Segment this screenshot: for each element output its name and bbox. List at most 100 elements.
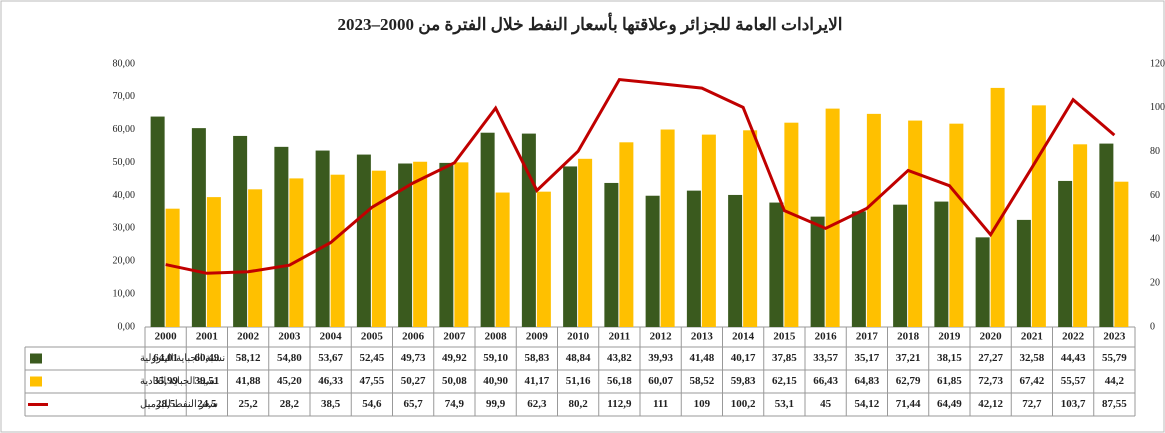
- legend-label: سعر النفط للبرميل: [140, 399, 218, 410]
- bar: [248, 189, 263, 327]
- data-label: 111: [653, 398, 668, 410]
- data-label: 27,27: [978, 352, 1003, 364]
- bar: [1058, 180, 1073, 327]
- x-tick-label: 2003: [278, 331, 301, 343]
- data-label: 37,85: [772, 352, 797, 364]
- bar: [1031, 105, 1046, 327]
- bar: [413, 161, 428, 327]
- data-label: 37,21: [896, 352, 921, 364]
- data-label: 64,01: [153, 352, 178, 364]
- data-label: 59,83: [731, 375, 756, 387]
- x-tick-label: 2000: [155, 331, 178, 343]
- bar: [578, 158, 593, 327]
- y-tick-label: 60,00: [113, 124, 136, 135]
- bar: [150, 116, 165, 327]
- bar: [934, 201, 949, 327]
- x-tick-label: 2006: [402, 331, 425, 343]
- x-tick-label: 2015: [773, 331, 796, 343]
- bar: [851, 211, 866, 327]
- data-label: 49,73: [401, 352, 426, 364]
- bar: [908, 120, 923, 327]
- data-label: 44,2: [1105, 375, 1125, 387]
- data-label: 66,43: [813, 375, 838, 387]
- data-label: 39,93: [648, 352, 673, 364]
- x-tick-label: 2014: [732, 331, 755, 343]
- data-label: 54,80: [277, 352, 302, 364]
- data-label: 62,79: [896, 375, 921, 387]
- bar: [743, 130, 758, 327]
- data-label: 61,85: [937, 375, 962, 387]
- x-tick-label: 2021: [1021, 331, 1043, 343]
- x-tick-label: 2019: [938, 331, 961, 343]
- x-tick-label: 2009: [526, 331, 549, 343]
- bar: [536, 191, 551, 327]
- bar: [784, 122, 799, 327]
- data-label: 58,83: [525, 352, 550, 364]
- bar: [660, 129, 675, 327]
- y-tick-label: 70,00: [113, 91, 136, 102]
- data-label: 28,5: [156, 398, 176, 410]
- x-tick-label: 2010: [567, 331, 590, 343]
- x-tick-label: 2012: [650, 331, 673, 343]
- data-label: 112,9: [607, 398, 632, 410]
- bar: [810, 216, 825, 327]
- data-label: 55,79: [1102, 352, 1127, 364]
- bar: [398, 163, 413, 327]
- data-label: 50,27: [401, 375, 426, 387]
- bar: [274, 146, 289, 327]
- x-tick-label: 2017: [856, 331, 879, 343]
- data-label: 38,15: [937, 352, 962, 364]
- data-label: 33,57: [813, 352, 838, 364]
- bar: [1073, 144, 1088, 327]
- data-label: 47,55: [360, 375, 385, 387]
- legend-key: [30, 376, 42, 387]
- data-label: 32,58: [1020, 352, 1045, 364]
- bar: [191, 128, 206, 327]
- x-tick-label: 2022: [1062, 331, 1085, 343]
- y2-tick-label: 80: [1150, 146, 1160, 157]
- data-label: 35,17: [855, 352, 880, 364]
- y2-tick-label: 60: [1150, 190, 1160, 201]
- x-tick-label: 2018: [897, 331, 920, 343]
- data-label: 52,45: [360, 352, 385, 364]
- data-label: 103,7: [1061, 398, 1086, 410]
- data-label: 54,12: [855, 398, 880, 410]
- data-label: 25,2: [239, 398, 259, 410]
- x-tick-label: 2013: [691, 331, 714, 343]
- data-label: 72,73: [978, 375, 1003, 387]
- bar: [1114, 181, 1129, 327]
- bar: [866, 113, 881, 328]
- data-label: 43,82: [607, 352, 632, 364]
- data-label: 40,17: [731, 352, 756, 364]
- bar: [990, 87, 1005, 328]
- data-label: 56,18: [607, 375, 632, 387]
- x-tick-label: 2005: [361, 331, 384, 343]
- data-label: 58,12: [236, 352, 261, 364]
- y-tick-label: 10,00: [113, 288, 136, 299]
- bar: [165, 208, 180, 327]
- bar: [893, 204, 908, 327]
- data-label: 62,3: [527, 398, 547, 410]
- data-label: 45,20: [277, 375, 302, 387]
- x-tick-label: 2020: [980, 331, 1003, 343]
- bar: [315, 150, 330, 327]
- data-label: 64,49: [937, 398, 962, 410]
- bar: [769, 202, 784, 327]
- legend-key: [30, 353, 42, 364]
- data-label: 41,48: [690, 352, 715, 364]
- data-label: 58,52: [690, 375, 715, 387]
- x-tick-label: 2007: [443, 331, 466, 343]
- data-label: 48,84: [566, 352, 591, 364]
- data-label: 99,9: [486, 398, 506, 410]
- legend-label: نسبة الجباية العادية: [140, 376, 218, 387]
- bar: [330, 174, 345, 327]
- chart-title: الايرادات العامة للجزائر وعلاقتها بأسعار…: [337, 11, 842, 35]
- data-label: 100,2: [731, 398, 756, 410]
- data-label: 42,12: [978, 398, 1003, 410]
- data-label: 50,08: [442, 375, 467, 387]
- x-tick-label: 2008: [485, 331, 508, 343]
- data-label: 54,6: [362, 398, 382, 410]
- data-label: 64,83: [855, 375, 880, 387]
- x-tick-label: 2002: [237, 331, 260, 343]
